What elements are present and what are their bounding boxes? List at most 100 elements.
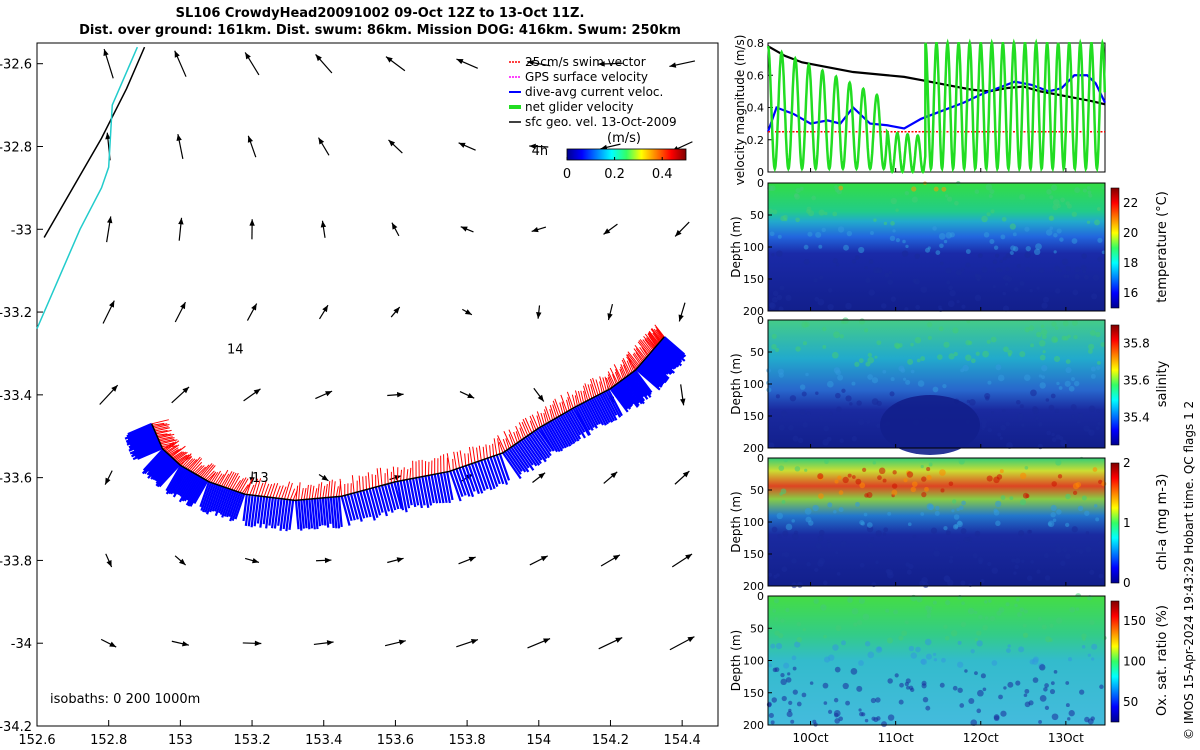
dive-avg-current-vector bbox=[353, 492, 363, 522]
geo-velocity-arrow bbox=[385, 56, 406, 72]
dive-avg-current-vector bbox=[632, 370, 652, 396]
dive-avg-current-vector bbox=[645, 356, 668, 376]
geo-velocity-arrow bbox=[669, 60, 696, 68]
geo-velocity-arrow bbox=[531, 226, 547, 233]
dive-avg-current-vector bbox=[377, 485, 388, 517]
dive-avg-current-vector bbox=[568, 409, 586, 439]
swim-vector bbox=[605, 377, 611, 389]
geo-velocity-arrow bbox=[674, 221, 690, 237]
dive-avg-current-vector bbox=[615, 383, 634, 407]
velocity-y-tick-label: 0.2 bbox=[747, 134, 765, 147]
dive-avg-current-vector bbox=[187, 478, 206, 507]
velocity-y-axis-label: velocity magnitude (m/s) bbox=[733, 35, 747, 186]
swim-vector bbox=[584, 383, 591, 400]
colorbar-tick-label: 1 bbox=[1123, 516, 1131, 530]
geo-velocity-arrow bbox=[456, 639, 479, 648]
dive-avg-current-vector bbox=[647, 354, 672, 376]
dive-avg-current-vector bbox=[498, 453, 511, 481]
swim-vector bbox=[590, 384, 595, 398]
depth-tick-label: 200 bbox=[743, 580, 764, 593]
dive-avg-current-vector bbox=[592, 396, 609, 425]
dive-avg-current-vector bbox=[533, 430, 552, 457]
section-salinity: 0 50 100 150 200 Depth (m) 35.4 35.6 35.8 salinit… bbox=[729, 314, 1170, 455]
geo-velocity-arrow bbox=[603, 223, 618, 235]
depth-tick-label: 150 bbox=[743, 410, 764, 423]
dive-avg-current-vector bbox=[644, 357, 670, 380]
swim-vector bbox=[386, 468, 389, 484]
geo-velocity-arrow bbox=[174, 555, 187, 566]
dive-avg-current-vector bbox=[214, 487, 227, 517]
dive-avg-current-vector bbox=[492, 455, 505, 485]
swim-vector bbox=[648, 330, 660, 344]
geo-velocity-arrow bbox=[527, 60, 551, 67]
swim-vector bbox=[560, 394, 568, 412]
geo-velocity-arrow bbox=[462, 308, 473, 316]
swim-vector bbox=[529, 420, 535, 432]
swim-vector bbox=[339, 478, 343, 497]
dive-avg-current-vector bbox=[150, 455, 172, 478]
swim-vector bbox=[508, 429, 516, 445]
dive-avg-current-vector bbox=[638, 364, 664, 387]
swim-vector bbox=[590, 378, 597, 397]
swim-vector bbox=[235, 478, 244, 492]
swim-vector bbox=[559, 402, 564, 415]
swim-vector bbox=[621, 359, 630, 375]
dive-avg-current-vector bbox=[335, 496, 341, 529]
date-tick-label: 11Oct bbox=[878, 731, 914, 745]
swim-vector bbox=[403, 467, 405, 481]
depth-tick-label: 200 bbox=[743, 305, 764, 318]
dive-avg-current-vector bbox=[153, 458, 175, 481]
dive-avg-current-vector bbox=[514, 443, 535, 471]
dive-avg-current-vector bbox=[228, 491, 240, 518]
swim-vector bbox=[210, 472, 219, 483]
svg-text:sfc geo. vel. 13-Oct-2009: sfc geo. vel. 13-Oct-2009 bbox=[525, 115, 677, 129]
depth-tick-label: 200 bbox=[743, 442, 764, 455]
geo-velocity-arrow bbox=[103, 48, 114, 79]
swim-vector bbox=[152, 423, 168, 428]
dive-avg-current-vector bbox=[545, 423, 564, 452]
colorbar-temperature bbox=[1110, 187, 1120, 309]
dive-avg-current-vector bbox=[624, 377, 645, 405]
swim-vector bbox=[644, 333, 656, 348]
swim-vector bbox=[182, 456, 193, 467]
velocity-y-tick-label: 0.8 bbox=[747, 37, 765, 50]
swim-vector bbox=[376, 468, 380, 487]
dive-avg-current-vector bbox=[652, 349, 676, 370]
swim-vector bbox=[216, 474, 225, 485]
map-y-tick-label: -34 bbox=[11, 637, 32, 652]
colorbar-tick-label: 0.4 bbox=[652, 167, 673, 182]
dive-avg-current-vector bbox=[129, 440, 160, 455]
dive-avg-current-vector bbox=[316, 498, 322, 527]
date-tick-label: 13Oct bbox=[1048, 731, 1084, 745]
dive-avg-current-vector bbox=[518, 440, 538, 467]
dive-avg-current-vector bbox=[359, 490, 369, 518]
swim-vector bbox=[459, 450, 464, 467]
dive-avg-current-vector bbox=[158, 463, 181, 488]
colorbar-tick-label: 100 bbox=[1123, 655, 1146, 669]
swim-vector bbox=[322, 485, 326, 499]
geo-velocity-arrow bbox=[598, 61, 623, 67]
dive-avg-current-vector bbox=[148, 453, 170, 476]
swim-vector bbox=[643, 336, 655, 350]
swim-vector bbox=[644, 338, 654, 351]
colorbar-tick-label: 0.2 bbox=[604, 167, 625, 182]
isobaths-label: isobaths: 0 200 1000m bbox=[50, 692, 200, 707]
swim-vector bbox=[574, 395, 578, 406]
dive-avg-current-vector bbox=[282, 499, 289, 530]
swim-vector bbox=[619, 366, 626, 379]
dive-avg-current-vector bbox=[270, 497, 277, 529]
geo-velocity-arrow bbox=[315, 54, 333, 74]
swim-vector bbox=[365, 475, 367, 490]
dive-avg-current-vector bbox=[368, 488, 379, 519]
dive-avg-current-vector bbox=[321, 497, 327, 526]
dive-avg-current-vector bbox=[183, 475, 201, 502]
dive-avg-current-vector bbox=[172, 469, 191, 498]
dive-avg-current-vector bbox=[288, 500, 295, 530]
swim-vector bbox=[609, 367, 619, 384]
map-axis-ticks: 152.6 152.8 153 153.2 153.4 153.6 153.8 154 154.… bbox=[0, 58, 701, 748]
swim-vector bbox=[453, 451, 457, 469]
swim-vector bbox=[205, 470, 215, 481]
dive-avg-current-vector bbox=[586, 399, 601, 425]
swim-vector bbox=[583, 390, 587, 402]
dive-avg-current-vector bbox=[564, 412, 582, 440]
